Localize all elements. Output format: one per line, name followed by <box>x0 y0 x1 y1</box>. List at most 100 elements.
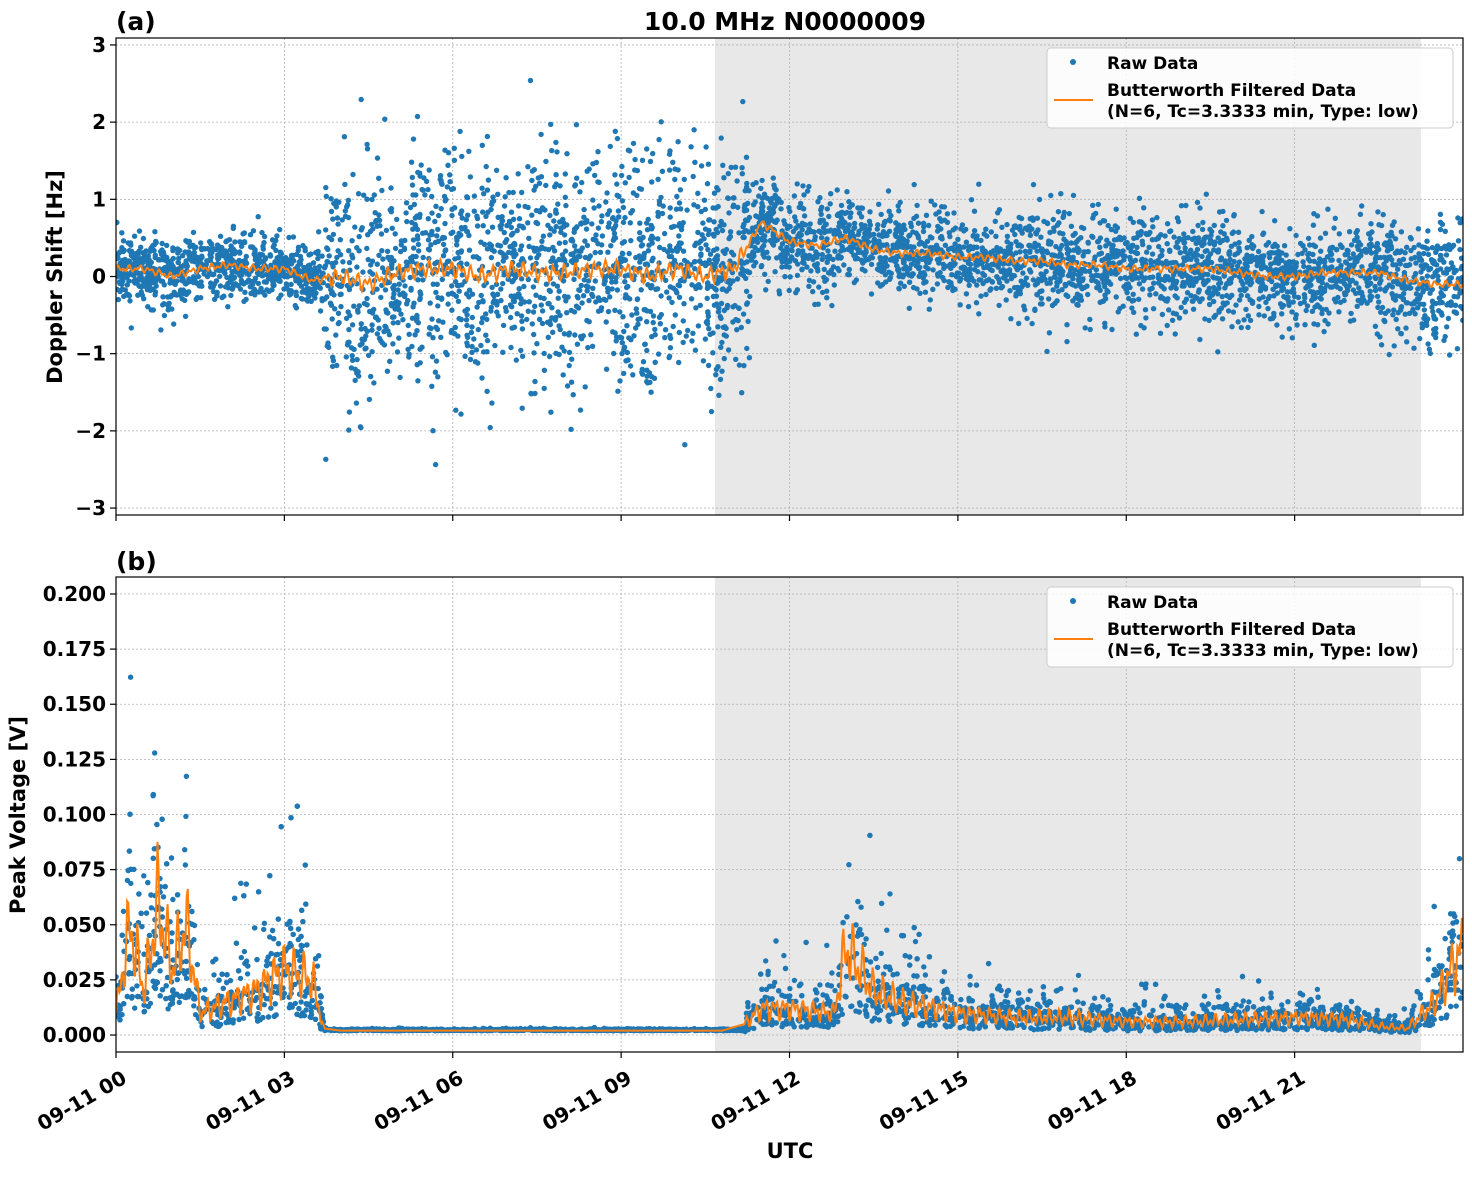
raw-data-point <box>999 225 1004 230</box>
raw-data-point <box>681 301 686 306</box>
raw-data-point <box>1118 276 1123 281</box>
raw-data-point <box>1261 253 1266 258</box>
raw-data-point <box>387 332 392 337</box>
raw-data-point <box>516 171 521 176</box>
raw-data-point <box>1153 291 1158 296</box>
raw-data-point <box>1137 196 1142 201</box>
raw-data-point <box>689 296 694 301</box>
raw-data-point <box>1019 228 1024 233</box>
raw-data-point <box>553 351 558 356</box>
raw-data-point <box>464 194 469 199</box>
raw-data-point <box>520 326 525 331</box>
raw-data-point <box>445 301 450 306</box>
raw-data-point <box>1070 298 1075 303</box>
raw-data-point <box>716 393 721 398</box>
raw-data-point <box>1164 298 1169 303</box>
raw-data-point <box>218 283 223 288</box>
raw-data-point <box>621 347 626 352</box>
raw-data-point <box>479 293 484 298</box>
raw-data-point <box>1386 308 1391 313</box>
raw-data-point <box>527 299 532 304</box>
raw-data-point <box>714 246 719 251</box>
raw-data-point <box>1337 231 1342 236</box>
raw-data-point <box>489 255 494 260</box>
raw-data-point <box>1358 212 1363 217</box>
raw-data-point <box>1172 293 1177 298</box>
raw-data-point <box>277 227 282 232</box>
raw-data-point <box>1282 243 1287 248</box>
raw-data-point <box>554 224 559 229</box>
raw-data-point <box>162 282 167 287</box>
raw-data-point <box>649 179 654 184</box>
raw-data-point <box>471 336 476 341</box>
raw-data-point <box>795 273 800 278</box>
raw-data-point <box>1343 252 1348 257</box>
raw-data-point <box>648 390 653 395</box>
raw-data-point <box>149 274 154 279</box>
raw-data-point <box>1375 294 1380 299</box>
raw-data-point <box>609 279 614 284</box>
raw-data-point <box>646 243 651 248</box>
raw-data-point <box>650 225 655 230</box>
raw-data-point <box>549 148 554 153</box>
raw-data-point <box>1422 307 1427 312</box>
raw-data-point <box>973 262 978 267</box>
raw-data-point <box>615 193 620 198</box>
raw-data-point <box>458 411 463 416</box>
raw-data-point <box>952 287 957 292</box>
raw-data-point <box>955 237 960 242</box>
raw-data-point <box>1392 343 1397 348</box>
raw-data-point <box>828 201 833 206</box>
raw-data-point <box>445 163 450 168</box>
raw-data-point <box>485 229 490 234</box>
raw-data-point <box>762 233 767 238</box>
raw-data-point <box>668 284 673 289</box>
raw-data-point <box>774 195 779 200</box>
raw-data-point <box>764 213 769 218</box>
raw-data-point <box>1171 234 1176 239</box>
raw-data-point <box>286 235 291 240</box>
raw-data-point <box>1200 239 1205 244</box>
raw-data-point <box>1146 245 1151 250</box>
raw-data-point <box>507 244 512 249</box>
raw-data-point <box>699 163 704 168</box>
raw-data-point <box>744 289 749 294</box>
raw-data-point <box>733 357 738 362</box>
raw-data-point <box>967 283 972 288</box>
raw-data-point <box>1175 215 1180 220</box>
raw-data-point <box>639 287 644 292</box>
raw-data-point <box>1421 266 1426 271</box>
raw-data-point <box>719 135 724 140</box>
raw-data-point <box>350 353 355 358</box>
raw-data-point <box>591 205 596 210</box>
raw-data-point <box>747 355 752 360</box>
raw-data-point <box>456 299 461 304</box>
raw-data-point <box>668 205 673 210</box>
raw-data-point <box>256 281 261 286</box>
raw-data-point <box>1200 227 1205 232</box>
raw-data-point <box>429 384 434 389</box>
raw-data-point <box>324 259 329 264</box>
raw-data-point <box>184 292 189 297</box>
raw-data-point <box>912 258 917 263</box>
raw-data-point <box>269 272 274 277</box>
raw-data-point <box>441 242 446 247</box>
raw-data-point <box>983 227 988 232</box>
raw-data-point <box>1232 252 1237 257</box>
raw-data-point <box>223 256 228 261</box>
raw-data-point <box>674 194 679 199</box>
raw-data-point <box>211 284 216 289</box>
raw-data-point <box>628 210 633 215</box>
raw-data-point <box>635 297 640 302</box>
raw-data-point <box>1078 284 1083 289</box>
raw-data-point <box>824 289 829 294</box>
raw-data-point <box>930 245 935 250</box>
raw-data-point <box>1237 297 1242 302</box>
raw-data-point <box>613 235 618 240</box>
raw-data-point <box>894 227 899 232</box>
raw-data-point <box>1183 272 1188 277</box>
raw-data-point <box>1016 321 1021 326</box>
raw-data-point <box>832 282 837 287</box>
raw-data-point <box>1387 233 1392 238</box>
raw-data-point <box>1321 329 1326 334</box>
